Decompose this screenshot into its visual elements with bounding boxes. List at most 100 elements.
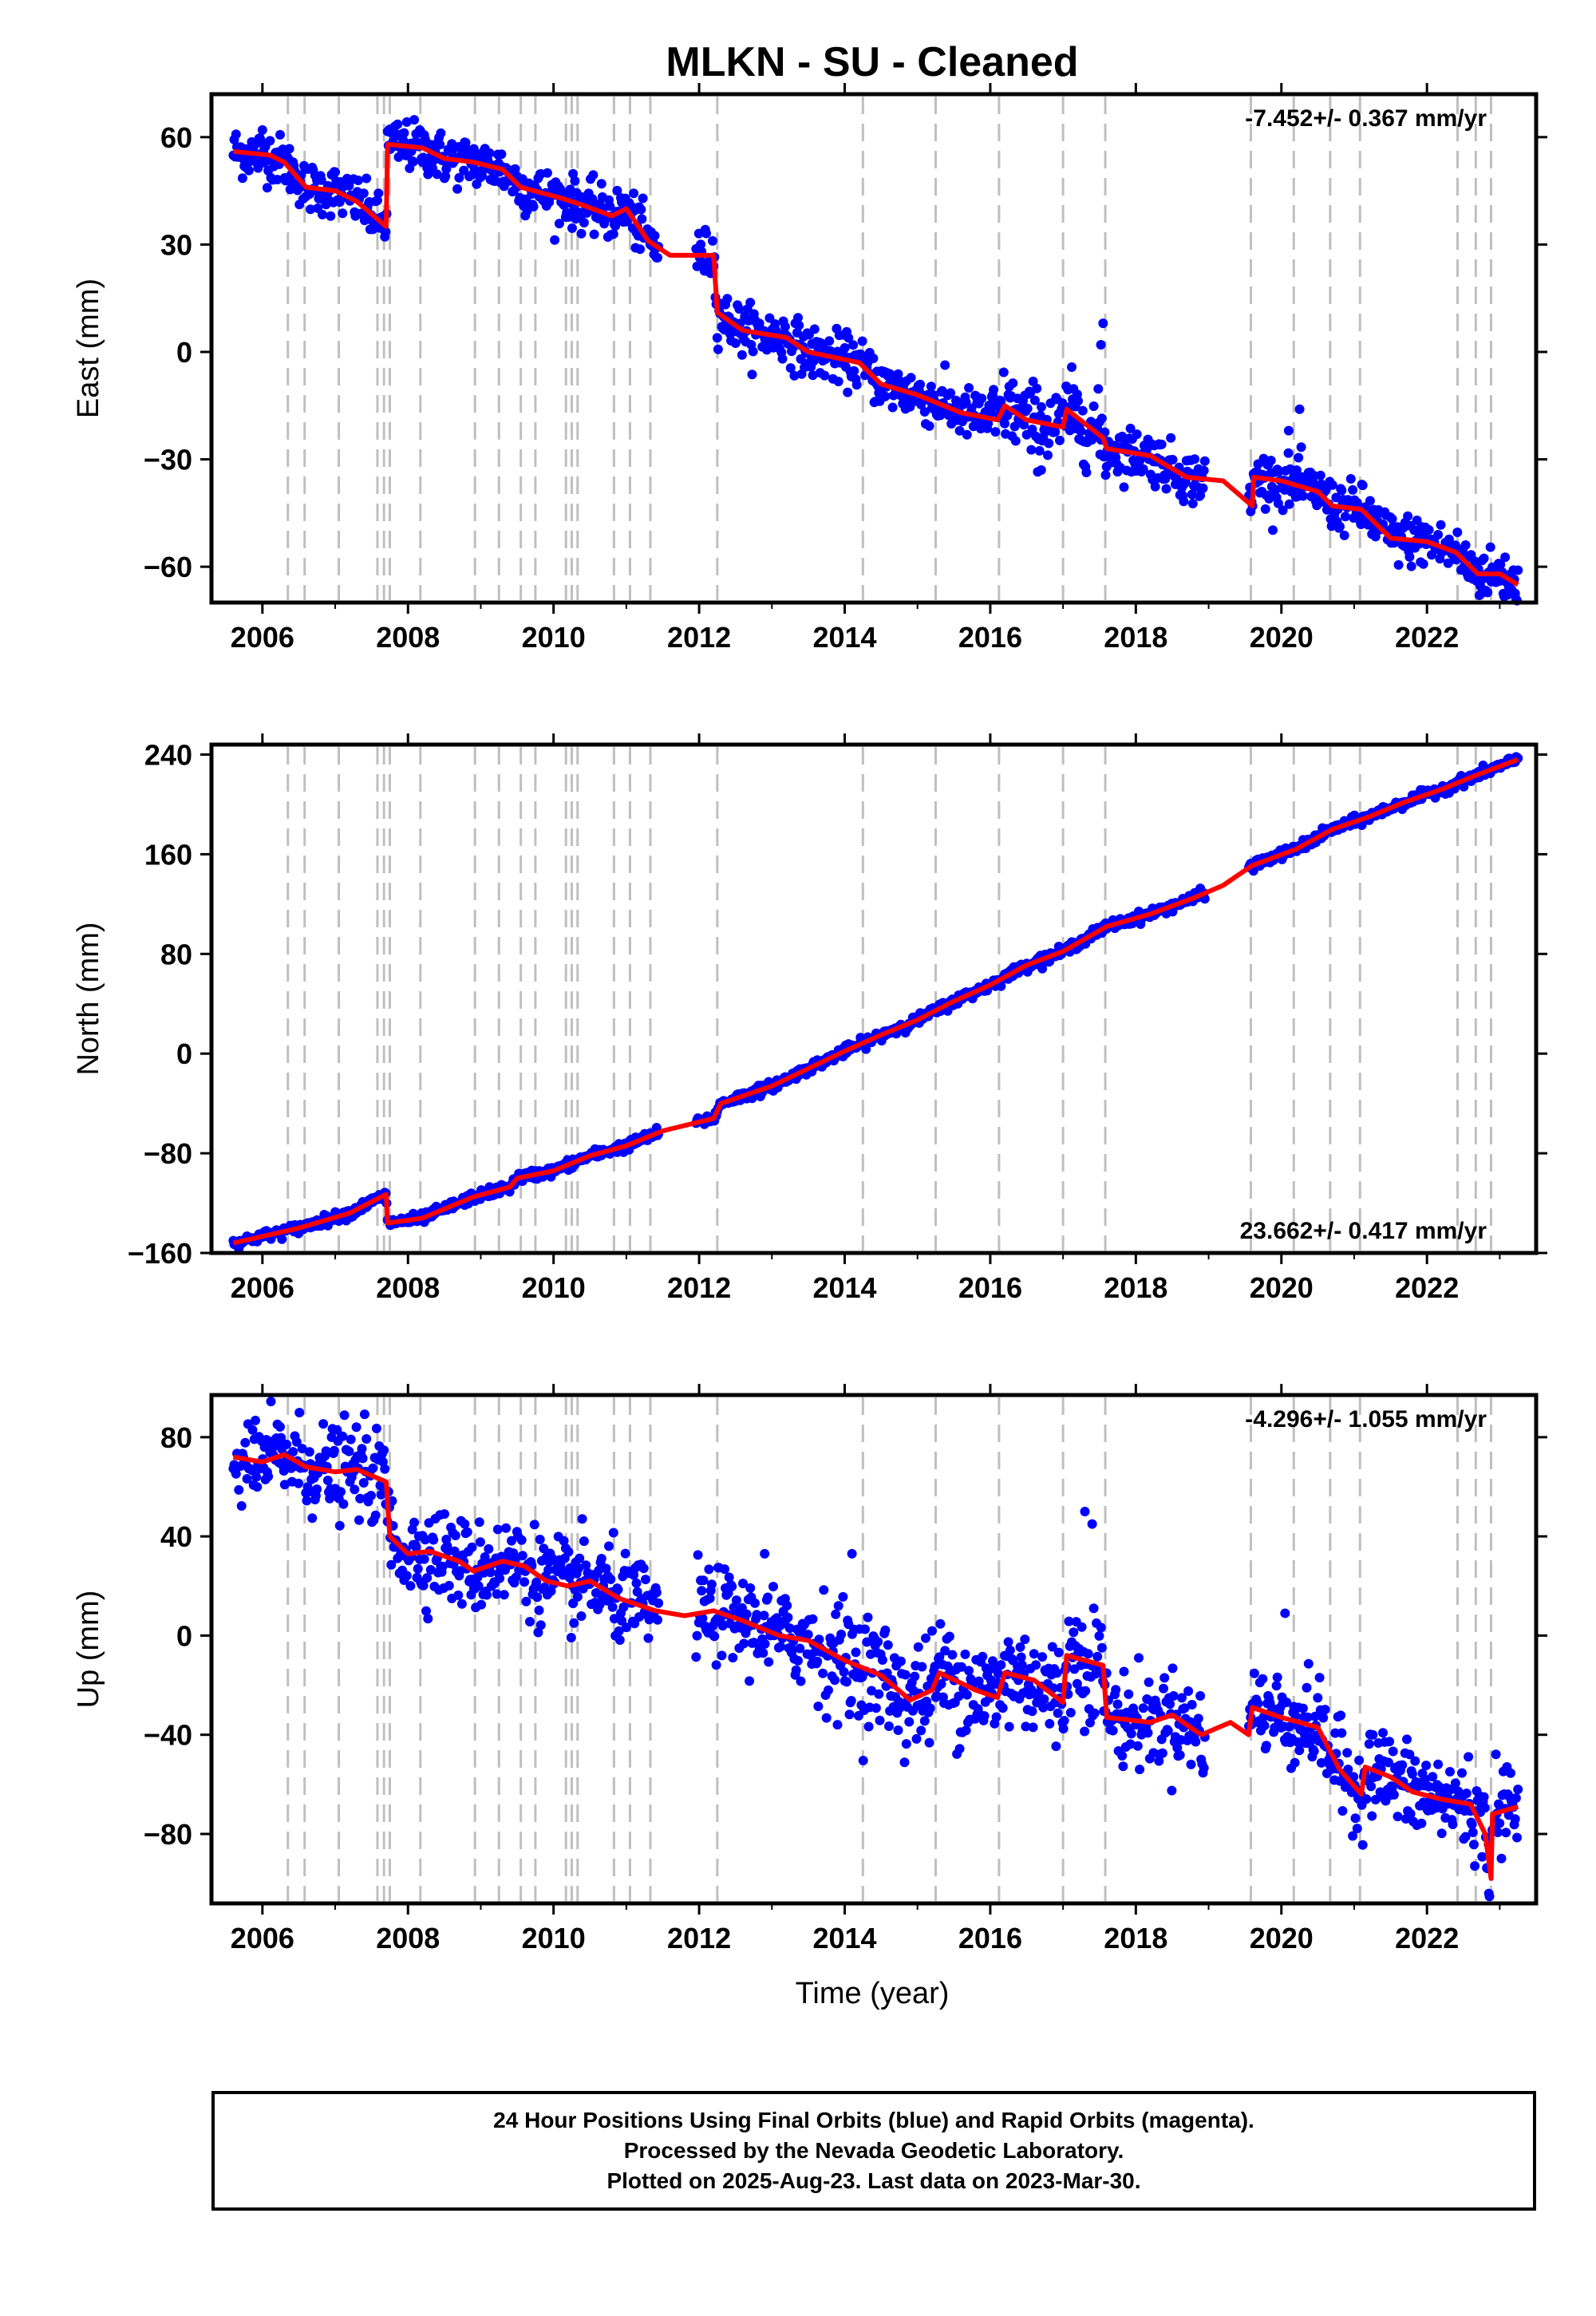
data-point <box>839 342 850 353</box>
data-point <box>346 1434 356 1445</box>
data-point <box>1428 1772 1438 1782</box>
data-point <box>874 1689 884 1699</box>
data-point <box>653 1614 662 1625</box>
data-point <box>1469 1840 1479 1850</box>
data-point <box>1291 465 1302 476</box>
data-point <box>1368 1729 1378 1740</box>
data-point <box>777 354 788 364</box>
data-point <box>814 1634 824 1645</box>
data-point <box>386 1559 397 1570</box>
data-point <box>435 140 445 150</box>
data-point <box>696 239 706 250</box>
data-point <box>1282 1697 1292 1707</box>
data-point <box>820 370 830 381</box>
data-point <box>653 252 662 263</box>
data-point <box>927 1626 937 1636</box>
data-point <box>1410 1756 1420 1766</box>
data-point <box>1500 552 1511 563</box>
data-point <box>796 1676 806 1686</box>
data-point <box>242 1474 252 1484</box>
data-point <box>734 304 745 314</box>
data-point <box>1125 423 1136 433</box>
y-tick-label: 40 <box>160 1520 192 1553</box>
data-point <box>1156 439 1167 449</box>
data-point <box>1000 418 1009 429</box>
data-point <box>351 1422 361 1433</box>
data-point <box>501 1523 512 1533</box>
data-point <box>334 197 345 207</box>
data-point <box>1337 1806 1348 1816</box>
outlier-point <box>1036 465 1046 476</box>
data-point <box>722 294 733 304</box>
y-tick-label: 0 <box>176 1037 192 1070</box>
data-point <box>1005 1645 1015 1655</box>
data-point <box>231 129 241 140</box>
data-point <box>567 223 577 233</box>
data-point <box>422 1573 433 1583</box>
data-point <box>1187 1700 1197 1709</box>
data-point <box>1043 450 1053 460</box>
data-point <box>961 1725 971 1736</box>
data-point <box>294 1408 305 1417</box>
data-point <box>954 1744 965 1754</box>
data-point <box>1388 1746 1398 1757</box>
data-point <box>727 1581 737 1591</box>
data-point <box>1273 498 1283 508</box>
data-point <box>643 1633 654 1643</box>
outlier-point <box>1483 1888 1494 1899</box>
data-point <box>1037 1652 1048 1662</box>
data-point <box>614 1635 625 1645</box>
data-point <box>1161 484 1171 494</box>
data-point <box>276 1433 286 1443</box>
data-point <box>1167 1785 1177 1796</box>
data-point <box>930 1662 940 1672</box>
data-point <box>496 149 507 160</box>
data-point <box>704 1564 714 1575</box>
data-point <box>1294 1745 1305 1756</box>
data-point <box>1485 542 1495 552</box>
data-point <box>951 395 961 405</box>
data-point <box>1187 499 1198 508</box>
data-point <box>1336 1710 1346 1721</box>
data-point <box>574 1563 583 1574</box>
data-point <box>763 1592 773 1603</box>
data-point <box>322 1476 333 1485</box>
data-point <box>862 1637 872 1647</box>
data-point <box>570 176 580 186</box>
data-point <box>990 427 1001 437</box>
data-point <box>1080 1686 1091 1696</box>
data-point <box>880 1625 891 1635</box>
data-point <box>1179 1703 1190 1713</box>
data-point <box>484 1543 494 1554</box>
data-point <box>1283 448 1294 458</box>
data-point <box>550 235 560 245</box>
data-point <box>833 377 843 386</box>
data-point <box>1037 401 1046 412</box>
data-point <box>887 402 898 413</box>
data-point <box>851 1647 861 1658</box>
data-point <box>1450 540 1460 551</box>
data-point <box>534 1605 544 1615</box>
data-point <box>413 1563 423 1574</box>
data-point <box>1284 1721 1294 1732</box>
data-point <box>1159 1683 1168 1694</box>
data-point <box>272 175 282 184</box>
data-point <box>1479 1792 1489 1802</box>
data-point <box>636 204 646 215</box>
data-point <box>1053 1708 1063 1718</box>
data-point <box>1008 378 1018 389</box>
data-point <box>873 1637 883 1647</box>
data-point <box>1335 521 1345 532</box>
x-tick-label: 2012 <box>667 1922 731 1954</box>
data-point <box>1058 1724 1069 1734</box>
data-point <box>473 1581 484 1591</box>
data-point <box>861 1044 871 1054</box>
data-point <box>1032 383 1042 393</box>
data-point <box>917 1662 927 1672</box>
data-point <box>884 1721 894 1731</box>
data-point <box>1083 1649 1093 1659</box>
data-point <box>294 1478 304 1488</box>
outlier-point <box>1080 1507 1090 1517</box>
data-point <box>789 370 800 381</box>
data-point <box>1093 384 1104 394</box>
